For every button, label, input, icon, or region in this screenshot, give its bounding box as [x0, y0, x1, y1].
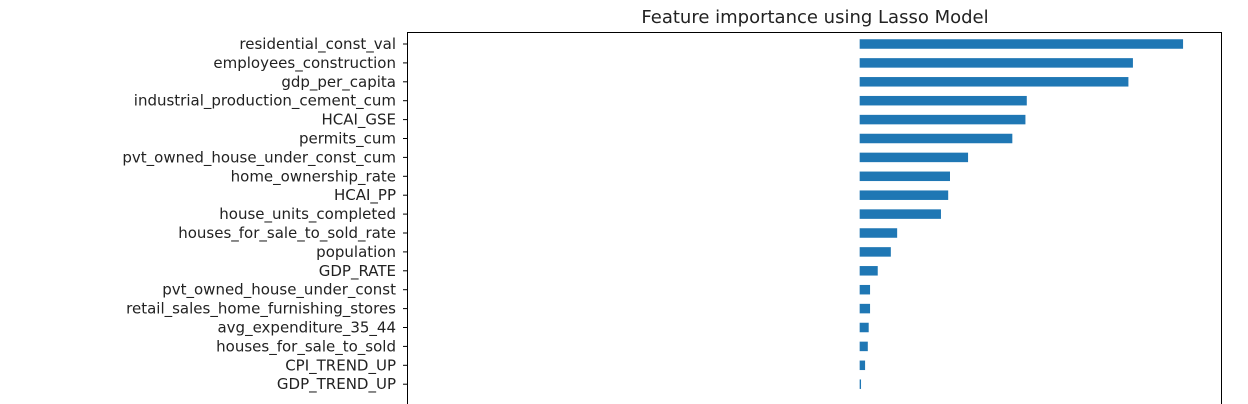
- y-tick-label: pvt_owned_house_under_const_cum: [122, 148, 396, 167]
- bar-HCAI_PP: [859, 190, 949, 200]
- bar-house_units_completed: [859, 209, 941, 219]
- y-tick-label: retail_sales_home_furnishing_stores: [126, 300, 396, 319]
- y-tick-label: permits_cum: [299, 130, 396, 149]
- y-tick-label: home_ownership_rate: [231, 167, 396, 186]
- y-tick-label: GDP_RATE: [319, 262, 396, 281]
- bar-home_ownership_rate: [859, 171, 950, 182]
- y-tick-labels: residential_const_valemployees_construct…: [122, 35, 396, 394]
- bar-retail_sales_home_furnishing_stores: [859, 303, 871, 314]
- y-tick-label: GDP_TREND_UP: [277, 375, 396, 394]
- bar-permits_cum: [859, 133, 1013, 144]
- bar-GDP_TREND_UP: [859, 379, 862, 389]
- y-tick-label: residential_const_val: [239, 35, 396, 54]
- bar-HCAI_GSE: [859, 114, 1026, 125]
- y-tick-label: population: [316, 243, 396, 261]
- y-tick-label: pvt_owned_house_under_const: [162, 281, 396, 300]
- y-tick-label: HCAI_GSE: [321, 111, 396, 130]
- bars-group: [859, 39, 1184, 389]
- bar-population: [859, 247, 891, 257]
- y-tick-label: industrial_production_cement_cum: [134, 92, 396, 111]
- chart-title: Feature importance using Lasso Model: [641, 7, 988, 28]
- y-tick-label: houses_for_sale_to_sold_rate: [178, 224, 396, 243]
- y-tick-label: houses_for_sale_to_sold: [216, 337, 396, 356]
- bar-gdp_per_capita: [859, 77, 1129, 87]
- y-tick-label: house_units_completed: [219, 205, 396, 224]
- y-tick-label: HCAI_PP: [334, 186, 396, 205]
- y-tick-label: CPI_TREND_UP: [285, 356, 396, 375]
- y-tick-label: employees_construction: [213, 54, 396, 73]
- bar-industrial_production_cement_cum: [859, 95, 1027, 106]
- y-tick-label: avg_expenditure_35_44: [217, 319, 396, 338]
- bar-pvt_owned_house_under_const: [859, 284, 871, 295]
- y-tick-label: gdp_per_capita: [281, 73, 396, 92]
- bar-CPI_TREND_UP: [859, 360, 866, 371]
- bar-houses_for_sale_to_sold: [859, 341, 868, 352]
- bar-houses_for_sale_to_sold_rate: [859, 228, 898, 238]
- bar-pvt_owned_house_under_const_cum: [859, 152, 969, 163]
- bar-avg_expenditure_35_44: [859, 322, 869, 333]
- plot-frame: [407, 32, 1222, 404]
- bar-employees_construction: [859, 58, 1133, 68]
- bar-residential_const_val: [859, 39, 1184, 49]
- bar-GDP_RATE: [859, 266, 878, 276]
